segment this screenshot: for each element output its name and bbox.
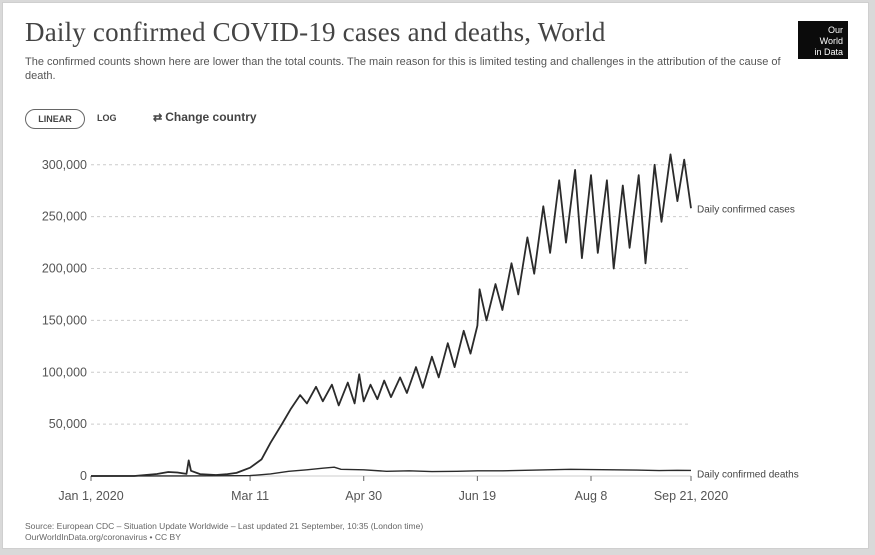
x-tick-label: Jun 19: [459, 489, 497, 503]
chart-title: Daily confirmed COVID-19 cases and death…: [25, 17, 606, 47]
x-tick-label: Aug 8: [575, 489, 608, 503]
logo-line-1: Our World: [819, 25, 843, 46]
y-tick-label: 250,000: [42, 210, 87, 224]
cases-series-line: [91, 153, 692, 477]
deaths-series-line: [90, 466, 692, 477]
logo-line-2: in Data: [814, 47, 843, 57]
linear-scale-button[interactable]: LINEAR: [25, 109, 85, 129]
x-tick-label: Apr 30: [345, 489, 382, 503]
cases-series-label: Daily confirmed cases: [697, 204, 795, 215]
y-tick-label: 0: [80, 469, 87, 483]
license-text: OurWorldInData.org/coronavirus • CC BY: [25, 532, 181, 542]
deaths-series-label: Daily confirmed deaths: [697, 469, 799, 480]
source-text: Source: European CDC – Situation Update …: [25, 521, 424, 531]
x-tick-label: Jan 1, 2020: [58, 489, 123, 503]
owid-logo[interactable]: Our World in Data: [798, 21, 848, 59]
change-country-button[interactable]: ⇄ Change country: [153, 110, 257, 124]
x-tick-label: Mar 11: [231, 489, 269, 503]
chart-source: Source: European CDC – Situation Update …: [25, 521, 423, 543]
chart-card: Daily confirmed COVID-19 cases and death…: [2, 2, 869, 549]
y-tick-label: 200,000: [42, 262, 87, 276]
line-chart: 0 50,000 100,000 150,000 200,000 250,000 300,0…: [42, 153, 799, 503]
chart-subtitle: The confirmed counts shown here are lowe…: [25, 56, 781, 82]
y-tick-label: 300,000: [42, 158, 87, 172]
log-scale-button[interactable]: LOG: [97, 113, 117, 123]
y-tick-label: 100,000: [42, 365, 87, 379]
y-tick-label: 150,000: [42, 313, 87, 327]
x-tick-label: Sep 21, 2020: [654, 489, 728, 503]
change-country-label: Change country: [165, 110, 257, 124]
y-tick-label: 50,000: [49, 417, 87, 431]
swap-arrows-icon: ⇄: [153, 112, 163, 124]
